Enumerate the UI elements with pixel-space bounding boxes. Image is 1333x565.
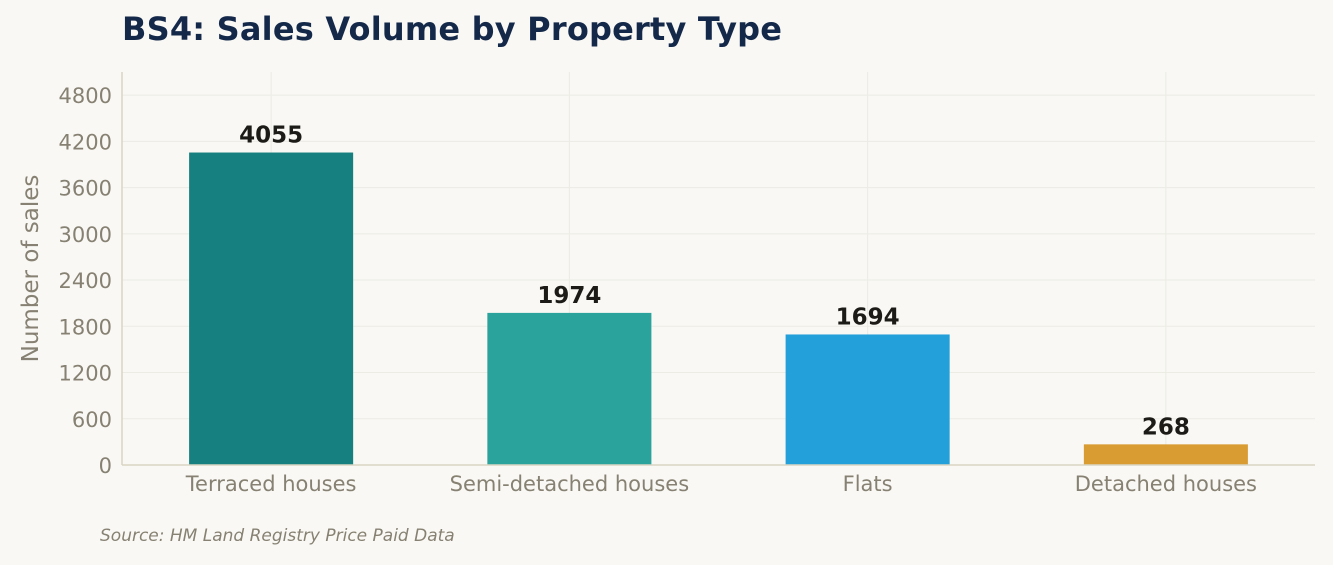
chart-title: BS4: Sales Volume by Property Type bbox=[122, 10, 783, 48]
bar bbox=[487, 312, 652, 465]
x-tick-label: Terraced houses bbox=[185, 472, 357, 496]
y-tick-label: 0 bbox=[99, 454, 112, 478]
x-tick-label: Semi-detached houses bbox=[450, 472, 690, 496]
bar bbox=[189, 152, 354, 465]
y-tick-label: 2400 bbox=[59, 269, 112, 293]
y-axis-label: Number of sales bbox=[18, 175, 44, 363]
bars bbox=[189, 152, 1248, 465]
y-tick-label: 600 bbox=[72, 408, 112, 432]
data-label: 1974 bbox=[537, 283, 601, 309]
y-tick-label: 3600 bbox=[59, 177, 112, 201]
source-note: Source: HM Land Registry Price Paid Data bbox=[100, 526, 455, 546]
bar bbox=[785, 334, 950, 465]
x-tick-label: Detached houses bbox=[1075, 472, 1257, 496]
y-tick-label: 1200 bbox=[59, 362, 112, 386]
y-tick-label: 3000 bbox=[59, 223, 112, 247]
y-tick-label: 4800 bbox=[59, 84, 112, 108]
y-tick-label: 1800 bbox=[59, 315, 112, 339]
data-label: 268 bbox=[1142, 414, 1190, 440]
y-tick-labels: 0 600 1200 1800 2400 3000 3600 4200 4800 bbox=[59, 84, 112, 478]
x-tick-label: Flats bbox=[843, 472, 893, 496]
y-tick-label: 4200 bbox=[59, 130, 112, 154]
data-labels: 4055 1974 1694 268 bbox=[239, 123, 1190, 441]
x-tick-labels: Terraced houses Semi-detached houses Flats… bbox=[185, 472, 1257, 496]
data-label: 4055 bbox=[239, 123, 303, 149]
bar bbox=[1083, 444, 1248, 465]
data-label: 1694 bbox=[836, 304, 900, 330]
